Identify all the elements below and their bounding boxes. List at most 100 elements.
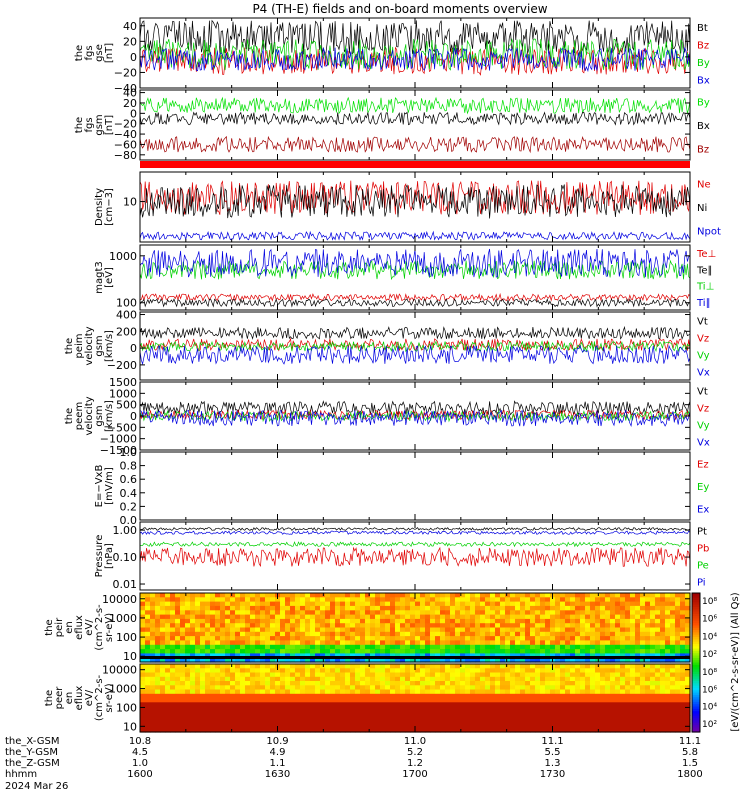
- spectrogram-cell: [505, 710, 511, 716]
- spectrogram-cell: [275, 672, 281, 678]
- spectrogram-cell: [200, 698, 206, 703]
- spectrogram-cell: [445, 597, 451, 603]
- spectrogram-cell: [190, 610, 196, 616]
- spectrogram-cell: [465, 668, 471, 674]
- spectrogram-cell: [230, 702, 236, 708]
- spectrogram-cell: [555, 727, 561, 733]
- spectrogram-cell: [240, 597, 246, 603]
- y-axis-label: eflux: [74, 686, 85, 711]
- spectrogram-cell: [540, 668, 546, 674]
- spectrogram-cell: [555, 706, 561, 712]
- spectrogram-cell: [520, 710, 526, 716]
- spectrogram-cell: [585, 657, 591, 663]
- spectrogram-cell: [395, 706, 401, 712]
- spectrogram-cell: [560, 593, 566, 598]
- spectrogram-cell: [535, 698, 541, 703]
- spectrogram-cell: [380, 593, 386, 598]
- spectrogram-cell: [310, 672, 316, 678]
- spectrogram-cell: [450, 627, 456, 633]
- spectrogram-cell: [475, 664, 481, 669]
- spectrogram-cell: [565, 614, 571, 620]
- spectrogram-cell: [235, 715, 241, 720]
- spectrogram-cell: [355, 653, 361, 659]
- spectrogram-cell: [305, 723, 311, 729]
- spectrogram-cell: [510, 689, 516, 695]
- spectrogram-cell: [590, 614, 596, 620]
- colorbar-label: [eV/(cm^2-s-sr-eV)] (All Qs): [730, 592, 741, 731]
- spectrogram-cell: [680, 698, 686, 703]
- spectrogram-cell: [570, 676, 576, 682]
- x-tick-value: 5.8: [682, 747, 698, 758]
- spectrogram-cell: [530, 623, 536, 629]
- spectrogram-cell: [365, 636, 371, 641]
- spectrogram-cell: [585, 601, 591, 607]
- spectrogram-cell: [240, 644, 246, 650]
- spectrogram-cell: [500, 597, 506, 603]
- spectrogram-cell: [565, 706, 571, 712]
- spectrogram-cell: [220, 664, 226, 669]
- spectrogram-cell: [430, 631, 436, 637]
- spectrogram-cell: [660, 719, 666, 725]
- spectrogram-cell: [215, 698, 221, 703]
- spectrogram-cell: [550, 649, 556, 654]
- spectrogram-cell: [215, 723, 221, 729]
- spectrogram-cell: [585, 636, 591, 641]
- spectrogram-cell: [180, 614, 186, 620]
- spectrogram-cell: [600, 672, 606, 678]
- y-tick-label: −1500: [100, 444, 137, 457]
- spectrogram-cell: [145, 668, 151, 674]
- spectrogram-cell: [200, 719, 206, 725]
- spectrogram-cell: [540, 706, 546, 712]
- spectrogram-cell: [325, 610, 331, 616]
- spectrogram-cell: [220, 727, 226, 733]
- spectrogram-cell: [425, 727, 431, 733]
- spectrogram-cell: [340, 723, 346, 729]
- spectrogram-cell: [440, 601, 446, 607]
- spectrogram-cell: [300, 610, 306, 616]
- spectrogram-cell: [500, 644, 506, 650]
- spectrogram-cell: [335, 664, 341, 669]
- spectrogram-cell: [445, 649, 451, 654]
- spectrogram-cell: [185, 627, 191, 633]
- spectrogram-cell: [230, 653, 236, 659]
- y-tick-label: 1000: [109, 250, 137, 263]
- colorbar-step: [692, 655, 700, 659]
- spectrogram-cell: [275, 710, 281, 716]
- spectrogram-cell: [330, 597, 336, 603]
- spectrogram-cell: [245, 627, 251, 633]
- spectrogram-cell: [685, 593, 691, 598]
- spectrogram-cell: [340, 681, 346, 686]
- spectrogram-cell: [365, 631, 371, 637]
- spectrogram-cell: [685, 676, 691, 682]
- spectrogram-cell: [480, 640, 486, 646]
- spectrogram-cell: [495, 610, 501, 616]
- spectrogram-cell: [595, 727, 601, 733]
- spectrogram-cell: [580, 644, 586, 650]
- spectrogram-cell: [290, 605, 296, 611]
- spectrogram-cell: [580, 614, 586, 620]
- spectrogram-cell: [335, 610, 341, 616]
- spectrogram-cell: [575, 618, 581, 624]
- spectrogram-cell: [210, 689, 216, 695]
- spectrogram-cell: [585, 605, 591, 611]
- spectrogram-cell: [255, 693, 261, 699]
- spectrogram-cell: [225, 614, 231, 620]
- spectrogram-cell: [655, 597, 661, 603]
- spectrogram-cell: [465, 601, 471, 607]
- spectrogram-cell: [525, 706, 531, 712]
- spectrogram-cell: [420, 614, 426, 620]
- spectrogram-cell: [580, 719, 586, 725]
- colorbar-step: [692, 625, 700, 629]
- spectrogram-cell: [230, 689, 236, 695]
- spectrogram-cell: [625, 653, 631, 659]
- y-axis-label: [cm−3]: [104, 188, 115, 226]
- spectrogram-cell: [485, 715, 491, 720]
- spectrogram-cell: [490, 640, 496, 646]
- spectrogram-cell: [420, 710, 426, 716]
- spectrogram-cell: [150, 597, 156, 603]
- spectrogram-cell: [400, 664, 406, 669]
- spectrogram-cell: [295, 605, 301, 611]
- spectrogram-cell: [160, 605, 166, 611]
- spectrogram-cell: [260, 676, 266, 682]
